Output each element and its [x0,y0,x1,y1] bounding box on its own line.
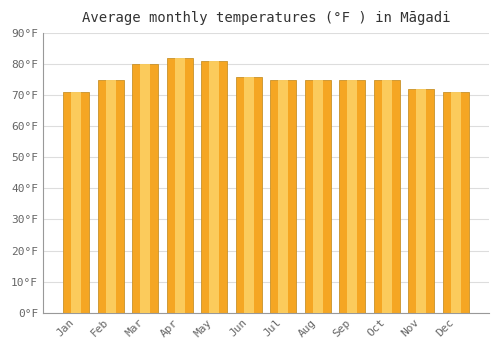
Bar [382,80,392,313]
Bar [270,80,296,313]
Bar [339,80,365,313]
Bar [106,80,116,313]
Bar [442,92,468,313]
Bar [374,80,400,313]
Bar [140,64,150,313]
Bar [347,80,358,313]
Bar [71,92,82,313]
Bar [304,80,330,313]
Bar [132,64,158,313]
Bar [174,58,185,313]
Bar [166,58,192,313]
Bar [408,89,434,313]
Bar [312,80,323,313]
Bar [236,77,262,313]
Bar [278,80,288,313]
Bar [416,89,426,313]
Bar [209,61,220,313]
Bar [201,61,227,313]
Title: Average monthly temperatures (°F ) in Māgadi: Average monthly temperatures (°F ) in Mā… [82,11,450,25]
Bar [63,92,89,313]
Bar [244,77,254,313]
Bar [450,92,461,313]
Bar [98,80,124,313]
